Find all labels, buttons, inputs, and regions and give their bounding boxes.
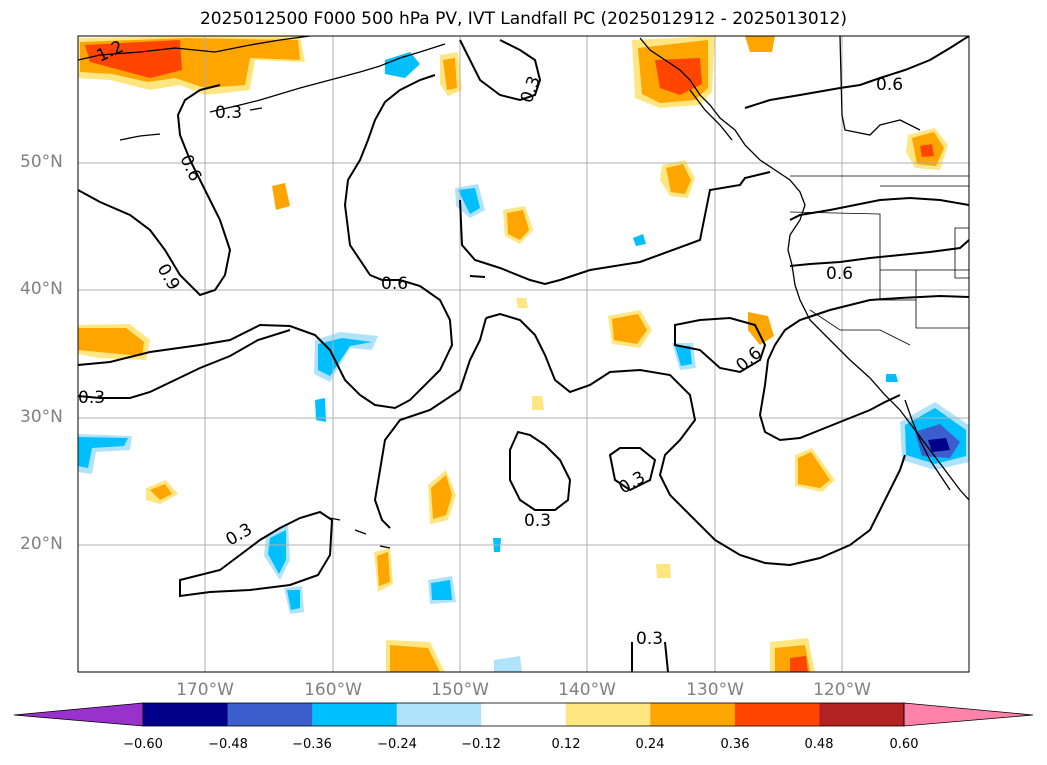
positive-pv-patch [666,164,691,194]
colorbar-extend-high [903,702,1034,727]
colorbar-tick-label: 0.12 [551,737,581,752]
contour-label: 0.3 [524,511,551,531]
colorbar-extend-low [13,702,144,727]
positive-pv-patch [516,298,528,308]
map-plot-area: 1.2 0.3 0.6 0.9 0.6 0.3 0.3 0.6 0.6 0.6 … [78,36,969,672]
contour-labels: 1.2 0.3 0.6 0.9 0.6 0.3 0.3 0.6 0.6 0.6 … [78,37,903,649]
colorbar-box [819,703,905,726]
colorbar-box [481,703,567,726]
colorbar-tick-label: −0.48 [208,737,248,752]
positive-pv-patch [656,564,671,578]
positive-pv-patch [377,552,390,586]
lat-label-40n: 40°N [20,279,63,299]
colorbar-tick-label: −0.12 [461,737,501,752]
negative-pv-patch [315,398,326,422]
colorbar-box [312,703,398,726]
lon-label-130w: 130°W [686,680,744,700]
colorbar-frame [142,702,905,727]
colorbar-box [650,703,736,726]
colorbar-tick-label: 0.60 [889,737,919,752]
positive-pv-patch [150,484,172,500]
negative-pv-patch [886,374,898,382]
negative-pv-patch [287,590,300,610]
lon-label-140w: 140°W [558,680,616,700]
map-frame [77,35,970,673]
lat-label-50n: 50°N [20,152,63,172]
lon-label-120w: 120°W [813,680,871,700]
contour-label: 0.6 [826,264,853,284]
negative-pv-patch [268,530,286,574]
colorbar-tick-label: 0.48 [804,737,834,752]
positive-pv-patch [78,328,144,356]
positive-pv-patch [507,210,529,240]
contour-label: 0.3 [517,73,545,105]
colorbar-box [396,703,482,726]
lon-label-170w: 170°W [176,680,234,700]
contour-label: 0.3 [78,388,105,408]
contour-label: 0.6 [876,75,903,95]
map-title: 2025012500 F000 500 hPa PV, IVT Landfall… [199,9,847,29]
colorbar-box [734,703,820,726]
colorbar-tick-label: −0.60 [123,737,163,752]
lon-label-150w: 150°W [431,680,489,700]
colorbar-boxes [143,703,905,726]
contour-label: 0.3 [636,629,663,649]
colorbar-tick-label: 0.24 [635,737,665,752]
positive-pv-patch [790,656,808,672]
positive-pv-patch [655,58,702,95]
negative-pv-patch [928,438,950,452]
lat-label-20n: 20°N [20,534,63,554]
graticule [78,36,969,672]
negative-pv-patch [385,52,420,78]
pv-shading [78,36,969,672]
colorbar-box [143,703,229,726]
positive-pv-patch [532,396,544,410]
colorbar-tick-label: −0.36 [292,737,332,752]
positive-pv-patch [798,452,830,488]
contour-label: 0.3 [616,467,649,498]
lat-label-30n: 30°N [20,407,63,427]
positive-pv-patch [920,144,934,157]
colorbar-tick-label: −0.24 [377,737,417,752]
pv-contours [78,36,969,672]
negative-pv-patch [431,580,452,600]
positive-pv-patch [443,58,457,90]
positive-pv-patch [745,36,775,52]
contour-label: 0.6 [381,274,408,294]
negative-pv-patch [458,188,480,214]
contour-label: 0.3 [215,103,242,123]
positive-pv-patch [431,475,452,519]
lon-label-160w: 160°W [304,680,362,700]
positive-pv-patch [390,645,440,672]
colorbar-box [565,703,651,726]
positive-pv-patch [272,183,290,210]
negative-pv-patch [494,656,522,672]
coastlines [78,36,969,549]
state-borders [789,175,969,346]
positive-pv-patch [612,314,647,344]
negative-pv-patch [78,437,128,468]
colorbar-box [227,703,313,726]
negative-pv-patch [675,346,692,366]
positive-pv-patch [748,312,774,345]
negative-pv-patch [633,234,646,246]
contour-label: 0.9 [153,261,184,294]
negative-pv-patch [318,338,372,376]
colorbar [13,702,1034,727]
colorbar-tick-label: 0.36 [720,737,750,752]
